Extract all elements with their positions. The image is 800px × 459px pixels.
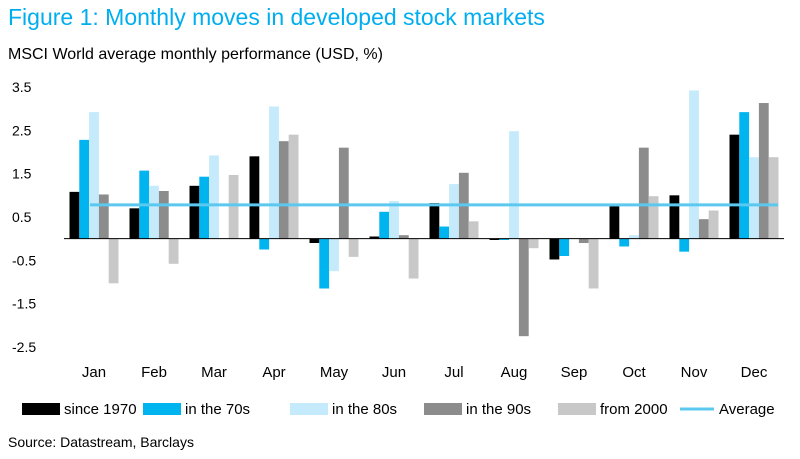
bar-from-2000-feb [168, 238, 179, 264]
x-tick-label-dec: Dec [741, 364, 768, 381]
y-tick-label: -1.5 [12, 296, 36, 312]
bar-from-2000-jan [108, 238, 119, 284]
legend-swatch-in-the-70s [143, 403, 181, 415]
bar-from-2000-mar [228, 174, 239, 239]
y-tick-label: 3.5 [12, 79, 32, 95]
x-tick-label-jan: Jan [82, 364, 106, 381]
x-tick-label-oct: Oct [622, 364, 646, 381]
bar-in-the-90s-feb [158, 191, 169, 239]
bar-in-the-70s-mar [199, 176, 210, 239]
legend-label: from 2000 [600, 401, 668, 418]
bar-in-the-90s-jan [98, 194, 109, 239]
bar-in-the-70s-jul [439, 226, 450, 239]
bar-in-the-70s-aug [499, 238, 510, 240]
bar-in-the-80s-jun [389, 200, 399, 239]
y-tick-label: -0.5 [12, 252, 36, 268]
x-tick-label-may: May [320, 364, 349, 381]
bar-since-1970-apr [249, 156, 260, 239]
bar-from-2000-sep [588, 238, 599, 289]
bar-from-2000-apr [288, 134, 299, 239]
legend-label: in the 70s [185, 401, 250, 418]
bar-in-the-80s-jan [89, 112, 99, 239]
x-tick-label-jul: Jul [444, 364, 463, 381]
bar-from-2000-may [348, 238, 359, 257]
bar-since-1970-jul [429, 203, 440, 239]
bar-from-2000-dec [768, 157, 779, 239]
bar-from-2000-nov [708, 210, 719, 239]
bar-in-the-90s-may [338, 147, 349, 239]
bar-in-the-80s-nov [689, 90, 699, 239]
legend-label: Average [719, 401, 775, 418]
bar-since-1970-may [309, 238, 320, 243]
y-tick-label: 2.5 [12, 122, 32, 138]
x-tick-label-mar: Mar [201, 364, 227, 381]
y-tick-label: 1.5 [12, 166, 32, 182]
x-tick-label-jun: Jun [382, 364, 406, 381]
bar-since-1970-nov [669, 195, 680, 239]
legend-label: in the 90s [466, 401, 531, 418]
legend-swatch-in-the-90s [424, 403, 462, 415]
bar-in-the-90s-sep [578, 238, 589, 243]
x-tick-label-feb: Feb [141, 364, 167, 381]
bar-in-the-80s-dec [749, 157, 759, 239]
bar-in-the-70s-oct [619, 238, 630, 247]
bar-in-the-70s-sep [559, 238, 570, 256]
chart-subtitle: MSCI World average monthly performance (… [8, 46, 383, 63]
bar-in-the-70s-jun [379, 211, 390, 239]
bar-in-the-90s-aug [518, 238, 529, 337]
bar-since-1970-aug [489, 238, 500, 240]
x-tick-label-nov: Nov [681, 364, 708, 381]
bar-since-1970-feb [129, 208, 140, 239]
bar-since-1970-jan [69, 191, 80, 239]
bar-from-2000-jun [408, 238, 419, 279]
bar-since-1970-jun [369, 236, 380, 239]
bar-in-the-70s-nov [679, 238, 690, 252]
legend-swatch-from-2000 [558, 403, 596, 415]
x-tick-label-apr: Apr [262, 364, 285, 381]
bar-in-the-70s-may [319, 238, 330, 289]
bar-since-1970-mar [189, 185, 200, 239]
y-tick-label: 0.5 [12, 209, 32, 225]
bar-in-the-90s-oct [638, 147, 649, 239]
bar-in-the-80s-jul [449, 184, 459, 239]
bar-in-the-70s-apr [259, 238, 270, 250]
bar-in-the-70s-dec [739, 112, 750, 239]
bar-since-1970-dec [729, 134, 740, 239]
x-tick-label-sep: Sep [561, 364, 588, 381]
source-note: Source: Datastream, Barclays [8, 434, 194, 450]
bar-in-the-90s-jun [398, 235, 409, 239]
bar-in-the-80s-apr [269, 106, 279, 239]
bar-in-the-80s-mar [209, 155, 219, 239]
bar-since-1970-sep [549, 238, 560, 260]
bar-in-the-80s-may [329, 238, 339, 272]
bar-in-the-90s-nov [698, 219, 709, 239]
x-tick-label-aug: Aug [501, 364, 528, 381]
bar-from-2000-aug [528, 238, 539, 249]
legend-swatch-since-1970 [22, 403, 60, 415]
bar-in-the-90s-apr [278, 141, 289, 239]
bar-from-2000-jul [468, 221, 479, 239]
bar-in-the-80s-oct [629, 235, 639, 239]
bar-since-1970-oct [609, 206, 620, 239]
legend-swatch-in-the-80s [290, 403, 328, 415]
legend-label: since 1970 [64, 401, 137, 418]
bar-in-the-80s-aug [509, 131, 519, 239]
bar-in-the-90s-dec [758, 103, 769, 239]
figure-title: Figure 1: Monthly moves in developed sto… [8, 4, 545, 30]
bar-in-the-80s-feb [149, 185, 159, 239]
legend-label: in the 80s [332, 401, 397, 418]
y-tick-label: -2.5 [12, 339, 36, 355]
bar-in-the-70s-jan [79, 139, 90, 239]
bar-from-2000-oct [648, 196, 659, 239]
